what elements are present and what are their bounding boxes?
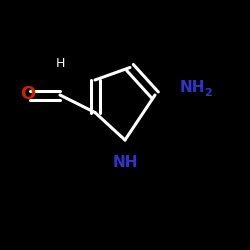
Text: H: H [55, 57, 65, 70]
Text: NH: NH [112, 155, 138, 170]
Text: NH: NH [180, 80, 206, 95]
Text: 2: 2 [204, 88, 212, 98]
Text: O: O [20, 85, 35, 103]
